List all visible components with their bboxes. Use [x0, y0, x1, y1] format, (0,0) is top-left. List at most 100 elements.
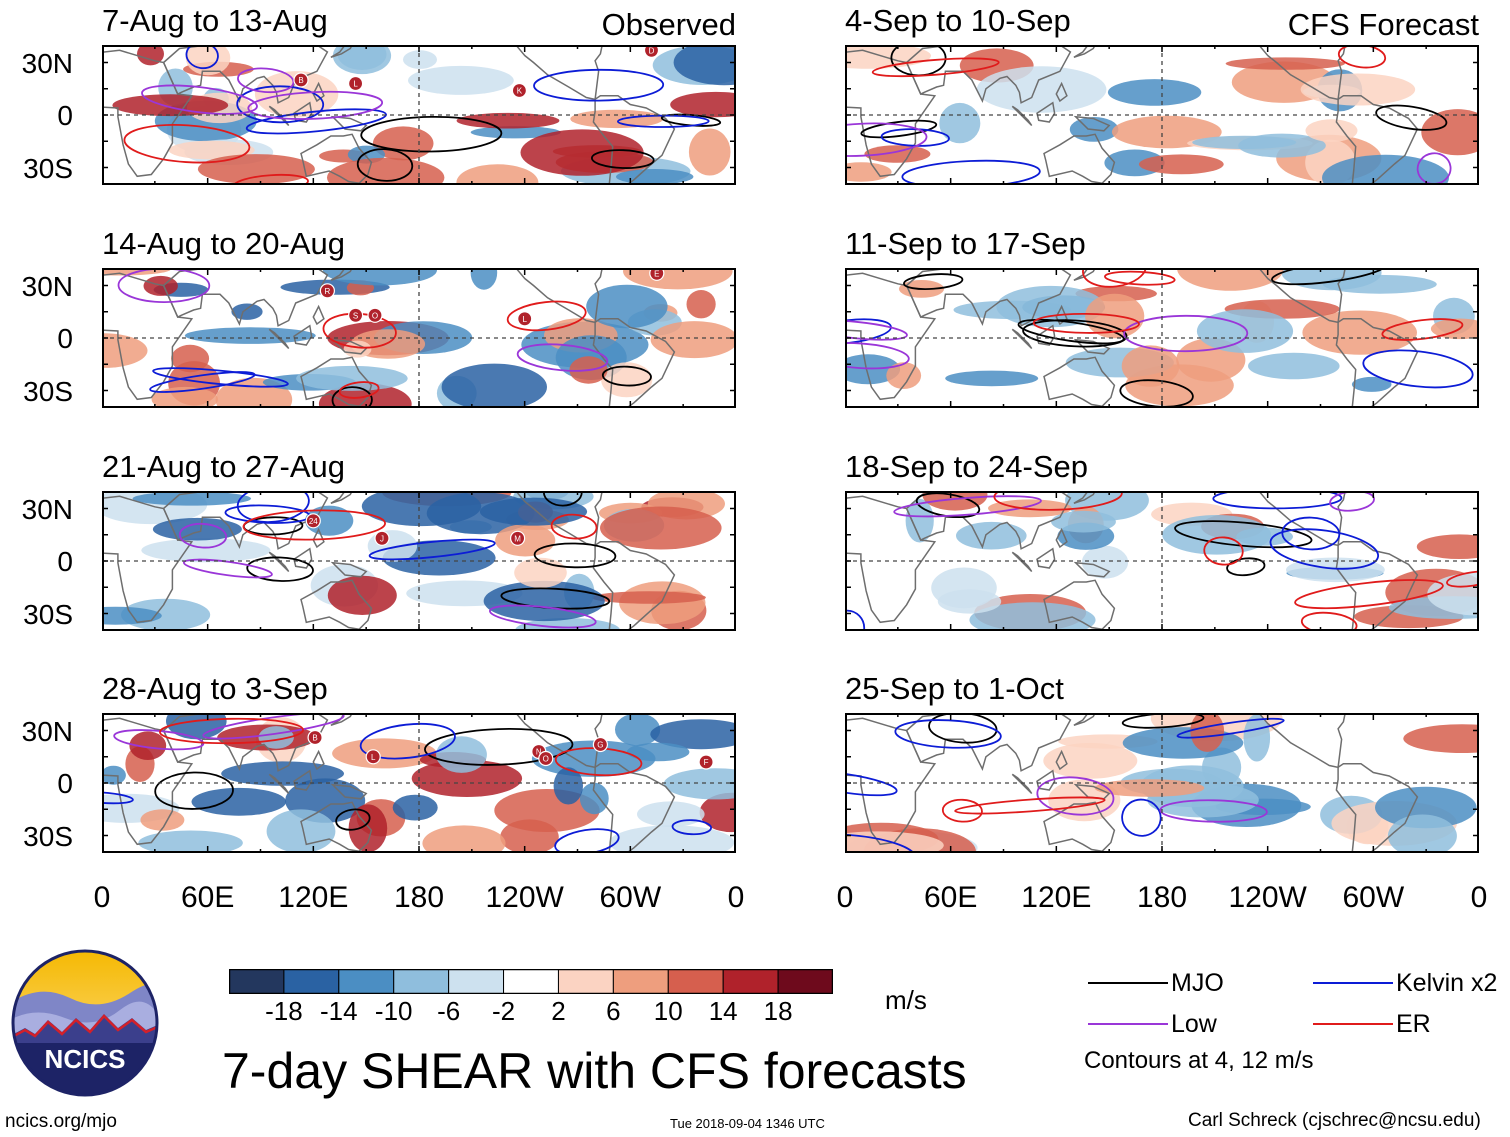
shear-anomaly-blob — [348, 804, 388, 853]
er-contour — [1381, 318, 1464, 341]
shear-anomaly-blob — [1138, 154, 1224, 175]
coastline — [845, 717, 937, 846]
footer-author: Carl Schreck (cjschrec@ncsu.edu) — [1188, 1110, 1481, 1131]
shear-anomaly-blob — [996, 285, 1105, 328]
lon-tick-label: 0 — [836, 881, 854, 914]
storm-label: 24 — [309, 517, 318, 526]
low-contour — [202, 713, 345, 740]
storm-label: O — [372, 311, 378, 320]
mjo-contour — [1022, 319, 1128, 348]
lon-tick-label: 60W — [1342, 881, 1405, 914]
kelvin-contour — [1269, 528, 1380, 570]
coastline — [268, 773, 290, 795]
er-contour — [1203, 536, 1244, 566]
shear-anomaly-blob — [231, 303, 263, 320]
lat-tick-label: 30N — [21, 493, 73, 525]
shear-anomaly-blob — [152, 517, 242, 541]
coastline — [1055, 81, 1068, 103]
lon-tick-label: 120W — [1228, 881, 1307, 914]
storm-label: L — [371, 753, 376, 762]
shear-anomaly-blob — [626, 742, 690, 762]
er-contour — [1032, 312, 1140, 334]
storm-marker: L — [348, 75, 364, 92]
storm-marker: 24 — [305, 513, 321, 529]
shear-anomaly-blob — [520, 129, 644, 176]
lat-tick-label: 30S — [23, 820, 73, 852]
mjo-contour — [424, 728, 574, 766]
coastline — [905, 45, 1072, 104]
kelvin-contour — [152, 367, 289, 388]
shear-anomaly-blob — [939, 102, 981, 144]
kelvin-contour — [236, 85, 325, 124]
shear-anomaly-blob — [1043, 742, 1138, 779]
panel-period-title: 7-Aug to 13-Aug — [102, 3, 328, 38]
coastline — [592, 95, 676, 185]
mjo-contour — [356, 148, 414, 182]
coastline — [330, 491, 353, 505]
shear-anomaly-blob — [553, 767, 583, 805]
shear-anomaly-blob — [441, 363, 547, 408]
panel-period-title: 11-Sep to 17-Sep — [845, 226, 1086, 261]
coastline — [1073, 338, 1111, 355]
colorbar-tick-label: 2 — [551, 996, 566, 1026]
shear-anomaly-blob — [168, 140, 255, 160]
shear-anomaly-blob — [1192, 135, 1297, 149]
coastline — [1036, 101, 1056, 123]
storm-marker: O — [367, 307, 383, 323]
low-contour — [1123, 314, 1249, 353]
lat-tick-label: 30S — [23, 598, 73, 630]
shear-map-panel: B L NO G F — [102, 713, 736, 853]
er-contour — [159, 717, 304, 745]
shear-anomaly-blob — [327, 575, 397, 615]
shear-anomaly-blob — [422, 825, 506, 853]
coastline — [330, 561, 368, 578]
coastline — [1073, 45, 1096, 59]
mjo-contour — [154, 771, 234, 810]
colorbar-tick-label: -18 — [265, 996, 303, 1026]
lon-tick-label: 0 — [93, 881, 111, 914]
er-contour — [1104, 270, 1176, 286]
er-contour — [1300, 611, 1358, 631]
storm-label: K — [517, 87, 523, 96]
er-contour — [1294, 579, 1444, 610]
shear-anomaly-blob — [650, 719, 736, 750]
coastline — [102, 495, 194, 624]
coastline — [1073, 561, 1111, 578]
mjo-contour — [903, 273, 964, 290]
coastline — [1257, 713, 1346, 769]
coastline — [330, 268, 353, 282]
low-contour — [845, 342, 910, 370]
shear-anomaly-blob — [305, 505, 354, 536]
shear-anomaly-blob — [600, 506, 722, 550]
shear-anomaly-blob — [479, 497, 588, 526]
storm-marker: B — [293, 72, 309, 88]
coastline — [312, 304, 325, 326]
shear-anomaly-blob — [922, 491, 988, 511]
storm-marker: O — [538, 750, 554, 767]
shear-map-panel: B L K D — [102, 45, 736, 185]
shear-anomaly-blob — [495, 524, 556, 557]
coastline — [1036, 324, 1056, 346]
lon-tick-label: 120E — [278, 881, 349, 914]
storm-marker: S — [348, 307, 364, 323]
shear-anomaly-blob — [327, 157, 445, 185]
mjo-contour — [335, 808, 371, 831]
shear-anomaly-blob — [688, 128, 731, 176]
colorbar-swatch — [393, 969, 450, 994]
shear-anomaly-blob — [1248, 352, 1340, 380]
kelvin-contour — [1176, 717, 1285, 739]
kelvin-contour — [245, 108, 387, 135]
low-contour — [845, 122, 928, 157]
storm-label: L — [522, 315, 527, 324]
shear-anomaly-blob — [956, 521, 1027, 550]
shear-anomaly-blob — [699, 792, 736, 833]
shear-anomaly-blob — [1421, 109, 1479, 156]
shear-anomaly-blob — [616, 169, 694, 185]
shear-map-panel: R S O L E — [102, 268, 736, 408]
shear-anomaly-blob — [456, 164, 539, 185]
panel-period-title: 4-Sep to 10-Sep — [845, 3, 1071, 38]
low-contour — [247, 90, 384, 120]
shear-anomaly-blob — [132, 491, 251, 506]
footer-url: ncics.org/mjo — [5, 1111, 117, 1132]
coastline — [1011, 328, 1033, 350]
